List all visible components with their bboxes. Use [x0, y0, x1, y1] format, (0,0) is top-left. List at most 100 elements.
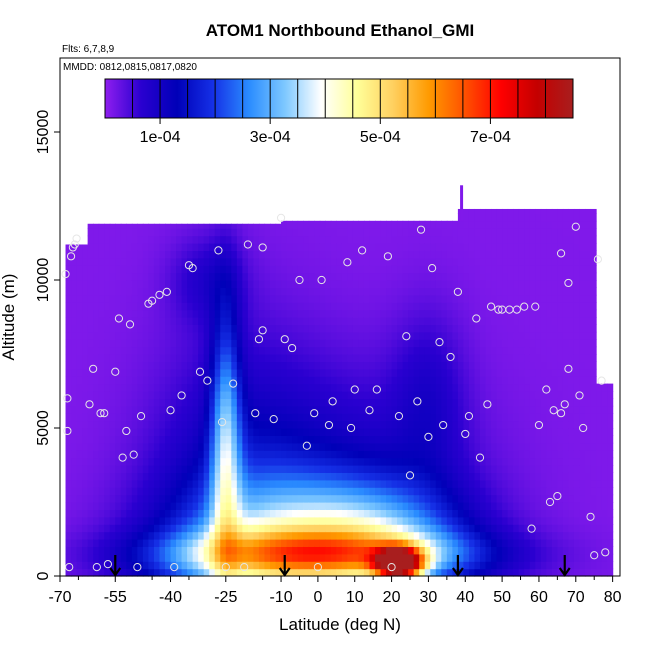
heatmap-cell: [413, 479, 420, 488]
heatmap-cell: [126, 250, 133, 259]
heatmap-cell: [557, 428, 564, 436]
heatmap-cell: [214, 339, 221, 348]
heatmap-cell: [292, 405, 299, 414]
heatmap-cell: [402, 450, 409, 459]
heatmap-cell: [408, 257, 415, 266]
heatmap-cell: [187, 398, 194, 407]
heatmap-cell: [468, 383, 476, 392]
heatmap-cell: [126, 391, 133, 399]
heatmap-cell: [341, 435, 348, 444]
heatmap-cell: [446, 317, 453, 325]
heatmap-cell: [120, 331, 127, 340]
heatmap-cell: [452, 391, 459, 399]
heatmap-cell: [468, 294, 476, 303]
heatmap-cell: [446, 494, 453, 503]
heatmap-cell: [198, 354, 205, 362]
heatmap-cell: [568, 561, 575, 570]
heatmap-cell: [281, 383, 288, 392]
heatmap-cell: [446, 457, 453, 466]
heatmap-cell: [159, 420, 166, 429]
heatmap-cell: [590, 376, 597, 385]
heatmap-cell: [540, 309, 547, 318]
heatmap-cell: [120, 354, 127, 362]
heatmap-cell: [452, 317, 459, 325]
heatmap-cell: [242, 280, 249, 288]
heatmap-cell: [292, 265, 299, 274]
heatmap-cell: [369, 553, 376, 562]
heatmap-cell: [253, 539, 260, 547]
heatmap-cell: [397, 561, 404, 570]
heatmap-cell: [76, 413, 83, 422]
heatmap-cell: [330, 309, 337, 318]
heatmap-cell: [264, 457, 271, 466]
heatmap-cell: [562, 302, 570, 311]
heatmap-cell: [264, 509, 271, 518]
heatmap-cell: [457, 487, 465, 496]
heatmap-cell: [181, 228, 188, 237]
heatmap-cell: [380, 324, 387, 333]
heatmap-cell: [369, 420, 376, 429]
heatmap-cell: [518, 413, 525, 422]
heatmap-cell: [286, 494, 293, 503]
heatmap-cell: [87, 502, 94, 510]
heatmap-cell: [468, 243, 476, 251]
heatmap-cell: [281, 398, 288, 407]
x-tick-label: -40: [159, 589, 182, 606]
heatmap-cell: [236, 509, 243, 518]
heatmap-cell: [303, 435, 310, 444]
sample-point: [416, 225, 426, 234]
heatmap-cell: [242, 398, 249, 407]
heatmap-cell: [568, 413, 575, 422]
heatmap-cell: [192, 235, 199, 244]
heatmap-cell: [557, 220, 564, 229]
heatmap-cell: [397, 405, 404, 414]
heatmap-cell: [214, 383, 221, 392]
heatmap-cell: [93, 228, 100, 237]
heatmap-cell: [242, 361, 249, 370]
heatmap-cell: [496, 376, 503, 385]
heatmap-cell: [214, 391, 221, 399]
heatmap-cell: [513, 265, 520, 274]
heatmap-cell: [253, 398, 260, 407]
heatmap-cell: [551, 413, 558, 422]
heatmap-cell: [308, 465, 315, 473]
heatmap-cell: [452, 472, 459, 481]
heatmap-cell: [258, 383, 266, 392]
heatmap-cell: [424, 435, 431, 444]
heatmap-cell: [485, 479, 492, 488]
heatmap-cell: [341, 361, 348, 370]
heatmap-cell: [137, 568, 144, 577]
heatmap-cell: [590, 309, 597, 318]
heatmap-cell: [540, 435, 547, 444]
heatmap-cell: [225, 494, 232, 503]
heatmap-cell: [524, 376, 531, 385]
heatmap-cell: [457, 465, 465, 473]
heatmap-cell: [491, 420, 498, 429]
heatmap-cell: [513, 280, 520, 288]
heatmap-cell: [386, 346, 393, 355]
heatmap-cell: [496, 280, 503, 288]
heatmap-cell: [325, 405, 332, 414]
heatmap-cell: [463, 457, 470, 466]
heatmap-cell: [308, 243, 315, 251]
heatmap-cell: [524, 546, 531, 555]
heatmap-cell: [607, 398, 614, 407]
heatmap-cell: [463, 516, 470, 525]
colorbar-labels: 1e-04 3e-04 5e-04 7e-04: [140, 118, 511, 146]
heatmap-cell: [126, 346, 133, 355]
heatmap-cell: [386, 368, 393, 377]
heatmap-cell: [529, 524, 536, 533]
heatmap-cell: [363, 428, 371, 436]
heatmap-cell: [82, 302, 89, 311]
heatmap-cell: [236, 420, 243, 429]
heatmap-cell: [104, 479, 111, 488]
heatmap-cell: [474, 257, 481, 266]
heatmap-cell: [502, 457, 509, 466]
sample-point: [254, 335, 264, 344]
heatmap-cell: [214, 546, 221, 555]
heatmap-cell: [253, 272, 260, 281]
heatmap-cell: [115, 339, 122, 348]
heatmap-cell: [386, 413, 393, 422]
x-tick-label: 0: [313, 589, 322, 606]
heatmap-cell: [391, 509, 398, 518]
